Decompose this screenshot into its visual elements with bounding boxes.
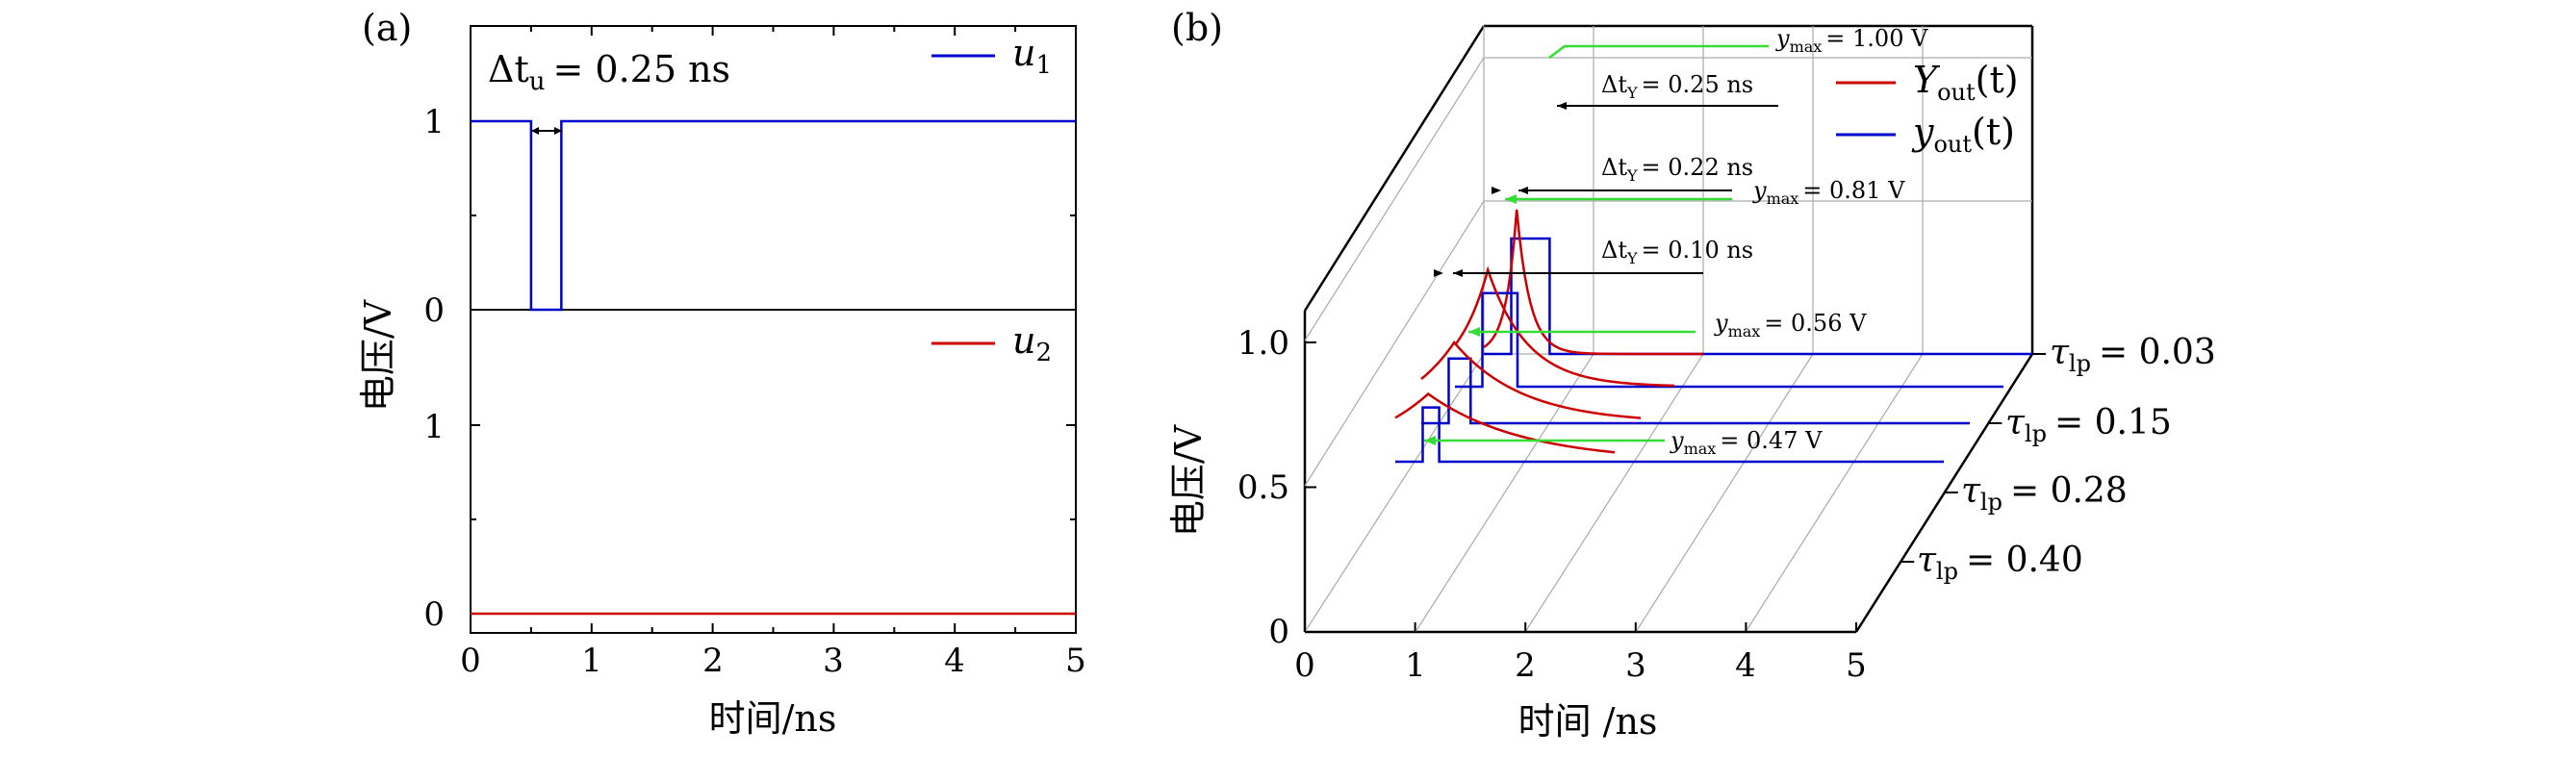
dt-label-1: ΔtY = 0.22 ns xyxy=(1601,154,1753,185)
b-xtick-1: 1 xyxy=(1405,646,1426,685)
panel-a: (a) 1 0 1 0 0 1 2 3 4 5 时间/ns 电压/V Δtu = … xyxy=(357,7,1086,740)
panel-b-series xyxy=(1394,209,2032,464)
yout-legend-label: yout(t) xyxy=(1911,111,2015,158)
b-ylabel: 电压/V xyxy=(1167,424,1210,537)
yout-series-line-1 xyxy=(1455,291,2003,389)
dt-arrows xyxy=(1453,105,1778,274)
b-xtick-2: 2 xyxy=(1515,646,1536,685)
b-xtick-0: 0 xyxy=(1294,646,1315,685)
a-annotation: Δtu = 0.25 ns xyxy=(488,48,730,96)
yout-series-line-3 xyxy=(1395,406,1944,464)
dt-arrowhead-left xyxy=(531,127,539,135)
a-xtick-1: 1 xyxy=(581,642,602,680)
a-xtick-4: 4 xyxy=(944,642,965,680)
a-xtick-0: 0 xyxy=(460,642,481,680)
Yout-series-line-0 xyxy=(1483,209,1704,356)
u1-ytick-1: 1 xyxy=(423,103,445,141)
u1-ytick-0: 0 xyxy=(423,291,445,330)
b-xtick-5: 5 xyxy=(1846,646,1867,685)
ymax-label-1: ymax = 0.81 V xyxy=(1752,177,1905,208)
panel-b-ticks xyxy=(1304,341,2046,633)
b-xtick-3: 3 xyxy=(1625,646,1646,685)
Yout-series-line-1 xyxy=(1453,265,1675,388)
Yout-series-line-3 xyxy=(1394,391,1616,454)
b-xlabel: 时间 /ns xyxy=(1518,700,1658,743)
b-ztick-05: 0.5 xyxy=(1237,468,1289,507)
a-xtick-3: 3 xyxy=(823,642,844,680)
dt-arrowhead-right xyxy=(554,127,562,135)
panel-b-label: (b) xyxy=(1171,7,1223,49)
dt-label-0: ΔtY = 0.25 ns xyxy=(1601,71,1753,102)
u2-plot-frame xyxy=(470,309,1077,634)
tau-label-0: τlp = 0.03 xyxy=(2050,333,2216,377)
a-xtick-5: 5 xyxy=(1065,642,1086,680)
b-ztick-0: 0 xyxy=(1268,613,1289,651)
tau-label-3: τlp = 0.40 xyxy=(1917,541,2083,585)
panel-a-label: (a) xyxy=(362,7,412,49)
u2-ytick-1: 1 xyxy=(423,408,445,446)
u2-ytick-0: 0 xyxy=(423,595,445,634)
u2-legend-label: u2 xyxy=(1012,319,1052,367)
ymax-label-3: ymax = 0.47 V xyxy=(1670,427,1823,458)
Yout-legend-label: Yout(t) xyxy=(1913,59,2019,106)
panel-b: (b) 0 xyxy=(1167,7,2216,743)
u1-legend-label: u1 xyxy=(1012,32,1052,80)
a-xtick-2: 2 xyxy=(702,642,724,680)
b-xtick-4: 4 xyxy=(1735,646,1756,685)
ymax-arrowheads xyxy=(1424,194,1517,445)
yout-series-line-2 xyxy=(1421,357,1970,425)
box-edges xyxy=(1303,24,2034,634)
b-ztick-10: 1.0 xyxy=(1237,324,1289,363)
panel-a-ticks xyxy=(470,26,1077,633)
u1-series-line xyxy=(471,119,1076,312)
dt-label-2: ΔtY = 0.10 ns xyxy=(1601,237,1753,267)
ymax-label-0: ymax = 1.00 V xyxy=(1775,25,1928,56)
tau-label-1: τlp = 0.15 xyxy=(2005,403,2172,447)
tau-label-2: τlp = 0.28 xyxy=(1961,471,2128,516)
ymax-label-2: ymax = 0.56 V xyxy=(1714,310,1867,341)
dt-arrowheads xyxy=(1434,102,1567,277)
a-xlabel: 时间/ns xyxy=(709,697,837,740)
Yout-series-line-2 xyxy=(1420,340,1642,419)
a-ylabel: 电压/V xyxy=(357,299,399,412)
ymax-arrows xyxy=(1424,44,1769,442)
